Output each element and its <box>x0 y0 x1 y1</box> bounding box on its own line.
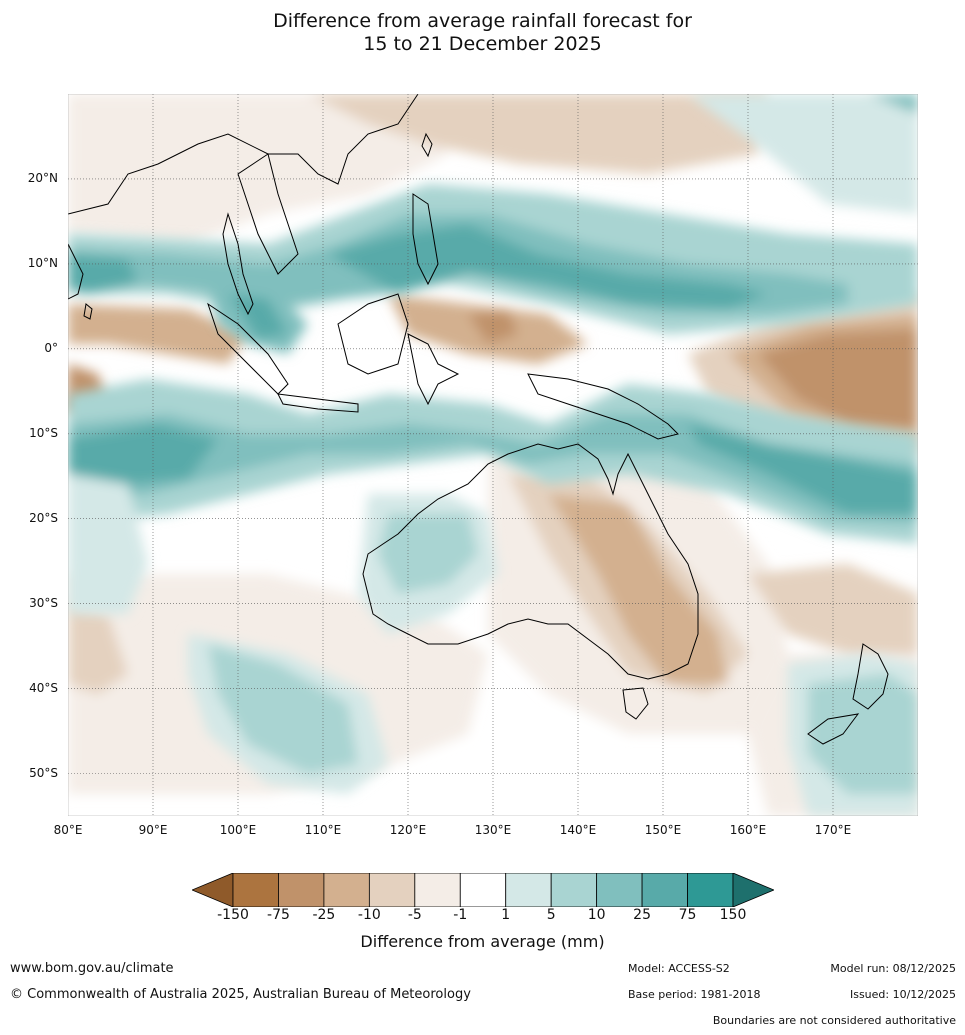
footer-url[interactable]: www.bom.gov.au/climate <box>10 961 174 976</box>
legend-swatch <box>323 872 370 908</box>
footer-model-run: Model run: 08/12/2025 <box>830 962 956 975</box>
new-guinea-coast <box>527 373 679 440</box>
footer-model: Model: ACCESS-S2 <box>628 962 730 975</box>
lon-label: 100°E <box>219 823 257 837</box>
forecast-map <box>67 93 919 817</box>
malay-peninsula-coast <box>222 212 254 316</box>
title-line-1: Difference from average rainfall forecas… <box>273 10 692 32</box>
title-line-2: 15 to 21 December 2025 <box>363 33 602 55</box>
legend-swatch-extend-low <box>190 872 234 908</box>
lon-label: 90°E <box>138 823 168 837</box>
australia-coast <box>362 443 699 680</box>
lon-label: 150°E <box>644 823 682 837</box>
anomaly-dry-equator <box>68 294 588 414</box>
anomaly-dry-light <box>748 564 918 654</box>
lat-label: 0° <box>44 341 58 355</box>
lat-label: 40°S <box>29 681 58 695</box>
anomaly-dry-east <box>688 294 918 454</box>
legend-tick-label: -25 <box>312 907 336 923</box>
legend-tick-label: 1 <box>501 907 511 923</box>
legend-tick-label: -10 <box>357 907 381 923</box>
legend-tick-label: -75 <box>267 907 290 923</box>
legend-swatch <box>459 872 507 908</box>
footer-issued: Issued: 10/12/2025 <box>849 988 956 1001</box>
lat-label: 20°N <box>27 171 58 185</box>
anomaly-field <box>68 94 918 816</box>
lon-label: 80°E <box>53 823 83 837</box>
legend-swatch <box>505 872 552 908</box>
india-coast <box>68 243 84 300</box>
lon-label: 130°E <box>474 823 512 837</box>
lat-label: 10°N <box>27 256 58 270</box>
legend-swatch <box>368 872 416 908</box>
map-title: Difference from average rainfall forecas… <box>0 10 965 56</box>
legend-swatch-extend-high <box>732 872 776 908</box>
anomaly-dry-mid <box>548 494 728 684</box>
lon-label: 170°E <box>814 823 852 837</box>
legend-tick-label: 75 <box>678 907 697 923</box>
legend-swatch <box>641 872 688 908</box>
lat-label: 50°S <box>29 766 58 780</box>
map-canvas <box>67 93 919 817</box>
lat-label: 30°S <box>29 596 58 610</box>
graticule <box>68 94 918 816</box>
footer-disclaimer: Boundaries are not considered authoritat… <box>712 1014 956 1027</box>
legend-tick-label: -1 <box>453 907 468 923</box>
indochina-coast <box>237 153 299 275</box>
lon-label: 120°E <box>389 823 427 837</box>
coastlines <box>68 94 889 745</box>
legend-title: Difference from average (mm) <box>360 932 605 951</box>
legend-swatch <box>596 872 643 908</box>
legend-tick-label: 5 <box>546 907 556 923</box>
lat-label: 20°S <box>29 511 58 525</box>
legend-swatch <box>278 872 325 908</box>
tasmania-coast <box>622 687 649 720</box>
lon-label: 110°E <box>304 823 342 837</box>
lon-label: 160°E <box>729 823 767 837</box>
new-zealand-coast <box>852 643 889 710</box>
legend-tick-label: -150 <box>217 907 249 923</box>
anomaly-dry-light <box>68 604 128 694</box>
anomaly-dry-light <box>308 94 768 174</box>
legend-tick-label: 25 <box>633 907 651 923</box>
footer-base-period: Base period: 1981-2018 <box>628 988 761 1001</box>
sulawesi-coast <box>407 333 460 406</box>
lat-label: 10°S <box>29 426 58 440</box>
legend-tick-label: 150 <box>719 907 747 923</box>
sri-lanka-coast <box>83 303 93 320</box>
anomaly-dry-light <box>68 94 448 244</box>
footer-copyright: © Commonwealth of Australia 2025, Austra… <box>10 987 471 1002</box>
new-zealand-coast <box>807 713 860 745</box>
legend-swatch <box>550 872 598 908</box>
philippines-coast <box>412 193 439 286</box>
taiwan-coast <box>421 132 433 158</box>
legend-colorbar <box>190 872 776 908</box>
lon-label: 140°E <box>559 823 597 837</box>
legend-swatch <box>232 872 279 908</box>
borneo-coast <box>337 293 409 375</box>
colorbar-svg <box>190 872 776 908</box>
legend-tick-label: 10 <box>587 907 606 923</box>
legend-tick-label: -5 <box>407 907 422 923</box>
legend-swatch <box>414 872 461 908</box>
java-coast <box>277 393 359 413</box>
legend-swatch <box>687 872 734 908</box>
